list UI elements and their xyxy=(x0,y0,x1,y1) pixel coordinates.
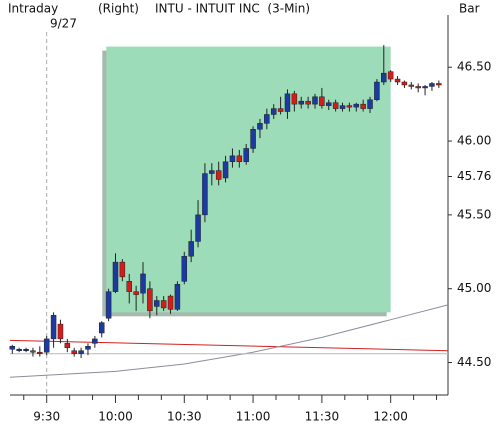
candle-body xyxy=(215,170,222,180)
candle-body xyxy=(126,281,132,292)
y-tick-label: 44.50 xyxy=(457,355,491,369)
candle-body xyxy=(339,105,346,109)
candle-body xyxy=(16,348,22,351)
candle-body xyxy=(381,72,387,83)
date-label: 9/27 xyxy=(50,17,77,31)
candle-body xyxy=(436,83,442,86)
y-tick-label: 46.00 xyxy=(457,134,491,148)
mode-label: Intraday xyxy=(8,2,58,16)
x-tick-label: 10:00 xyxy=(98,410,133,424)
candle-body xyxy=(57,323,64,340)
candle-body xyxy=(422,86,428,89)
candle-body xyxy=(105,291,112,319)
candle-body xyxy=(374,81,380,100)
candle-body xyxy=(119,261,126,278)
candle-body xyxy=(133,291,139,295)
candle-body xyxy=(160,300,167,309)
axis-side: (Right) xyxy=(98,2,139,16)
candle-body xyxy=(85,346,91,350)
candle-body xyxy=(98,322,105,334)
candle-body xyxy=(147,288,153,312)
candle-body xyxy=(277,108,284,112)
candle-body xyxy=(37,351,43,354)
candle-body xyxy=(250,129,256,149)
candle-body xyxy=(78,350,84,354)
candle-body xyxy=(360,103,366,109)
candle-body xyxy=(326,102,332,106)
candle-body xyxy=(257,123,263,130)
x-tick-label: 10:30 xyxy=(167,410,202,424)
candle-body xyxy=(154,300,160,307)
candle-body xyxy=(270,108,277,115)
candle-body xyxy=(429,83,435,87)
x-tick-label: 12:00 xyxy=(373,410,408,424)
x-tick-label: 11:30 xyxy=(305,410,340,424)
candle-body xyxy=(112,261,119,292)
candle-body xyxy=(195,214,201,242)
candle-body xyxy=(209,170,215,174)
y-tick-label: 45.50 xyxy=(457,207,491,221)
candle-body xyxy=(305,100,311,105)
candle-body xyxy=(50,315,57,340)
candle-body xyxy=(353,103,360,108)
y-tick-label: 46.50 xyxy=(457,60,491,74)
candle-body xyxy=(167,295,174,310)
y-tick-label: 45.00 xyxy=(457,281,491,295)
candle-body xyxy=(284,93,291,112)
candle-body xyxy=(181,255,188,282)
candle-body xyxy=(174,284,181,310)
x-tick-label: 9:30 xyxy=(33,410,60,424)
chart-title: INTU - INTUIT INC (3-Min) xyxy=(155,2,310,16)
candle-body xyxy=(291,93,298,105)
candle-body xyxy=(415,86,421,89)
candle-body xyxy=(264,114,270,124)
candle-body xyxy=(236,155,243,162)
candle-body xyxy=(408,84,415,87)
highlight-box xyxy=(106,46,391,313)
candle-body xyxy=(312,96,318,105)
candle-body xyxy=(332,102,339,109)
candle-body xyxy=(9,346,16,350)
candle-body xyxy=(92,338,98,344)
candle-body xyxy=(188,241,194,257)
overlay-line xyxy=(9,339,449,352)
candle-body xyxy=(202,173,208,216)
candle-body xyxy=(394,78,401,83)
style-label: Bar xyxy=(459,2,480,16)
candle-body xyxy=(23,348,29,351)
candle-body xyxy=(30,350,36,353)
candle-body xyxy=(298,100,304,105)
candle-body xyxy=(387,71,394,80)
candle-body xyxy=(43,338,50,353)
candle-body xyxy=(401,81,408,86)
candle-body xyxy=(64,343,71,349)
y-tick-label: 45.76 xyxy=(457,169,491,183)
candle-body xyxy=(71,350,77,354)
x-tick-label: 11:00 xyxy=(236,410,271,424)
candle-body xyxy=(222,161,229,179)
candle-body xyxy=(243,148,249,162)
overlay-line xyxy=(9,304,449,378)
candle-body xyxy=(319,96,325,106)
candle-body xyxy=(367,99,373,109)
candle-body xyxy=(346,105,353,108)
candle-body xyxy=(140,273,146,294)
candle-body xyxy=(229,155,236,162)
